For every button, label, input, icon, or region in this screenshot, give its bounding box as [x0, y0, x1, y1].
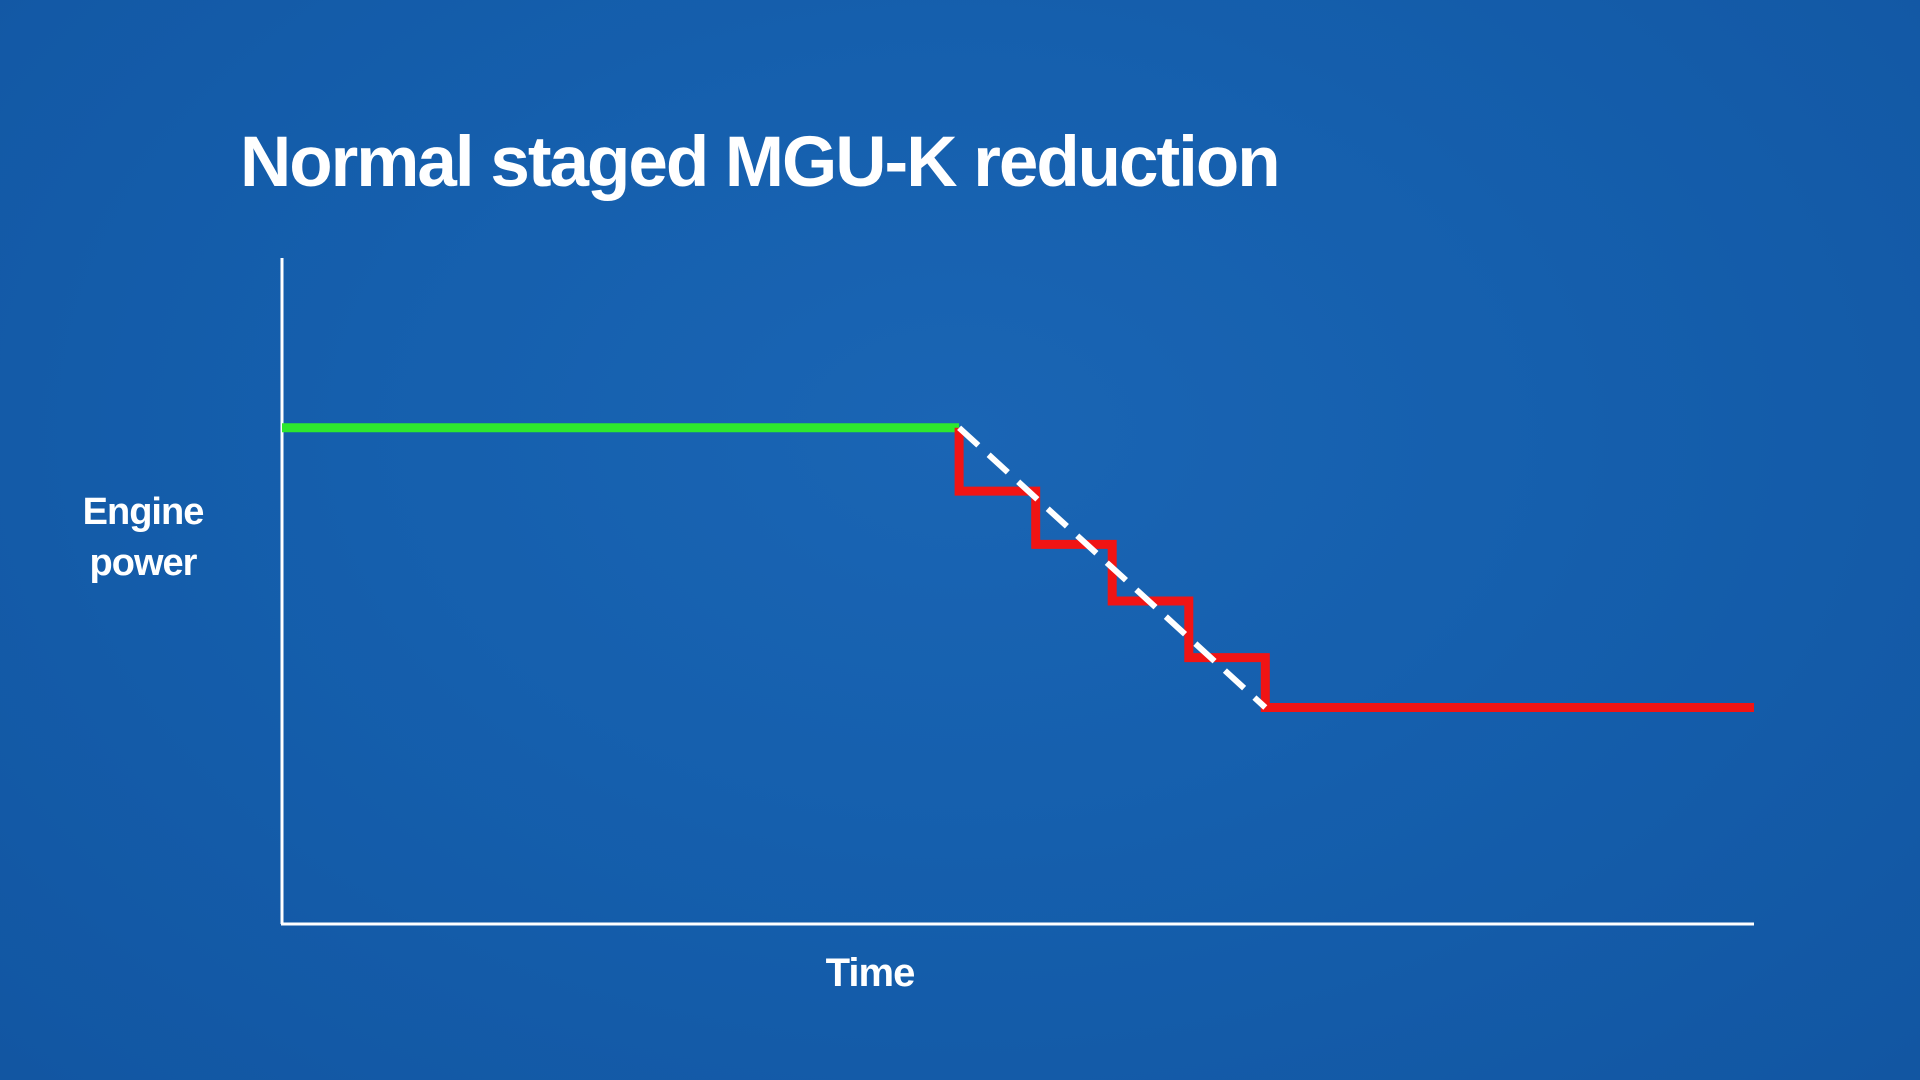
- chart-title: Normal staged MGU-K reduction: [240, 123, 1281, 202]
- y-axis-label: Engine power: [82, 491, 205, 584]
- series-line-dashed-trend: [957, 425, 1268, 710]
- series-layer: [282, 423, 1754, 712]
- x-axis-label: Time: [825, 951, 916, 995]
- series-line-staged-reduction: [954, 427, 1754, 712]
